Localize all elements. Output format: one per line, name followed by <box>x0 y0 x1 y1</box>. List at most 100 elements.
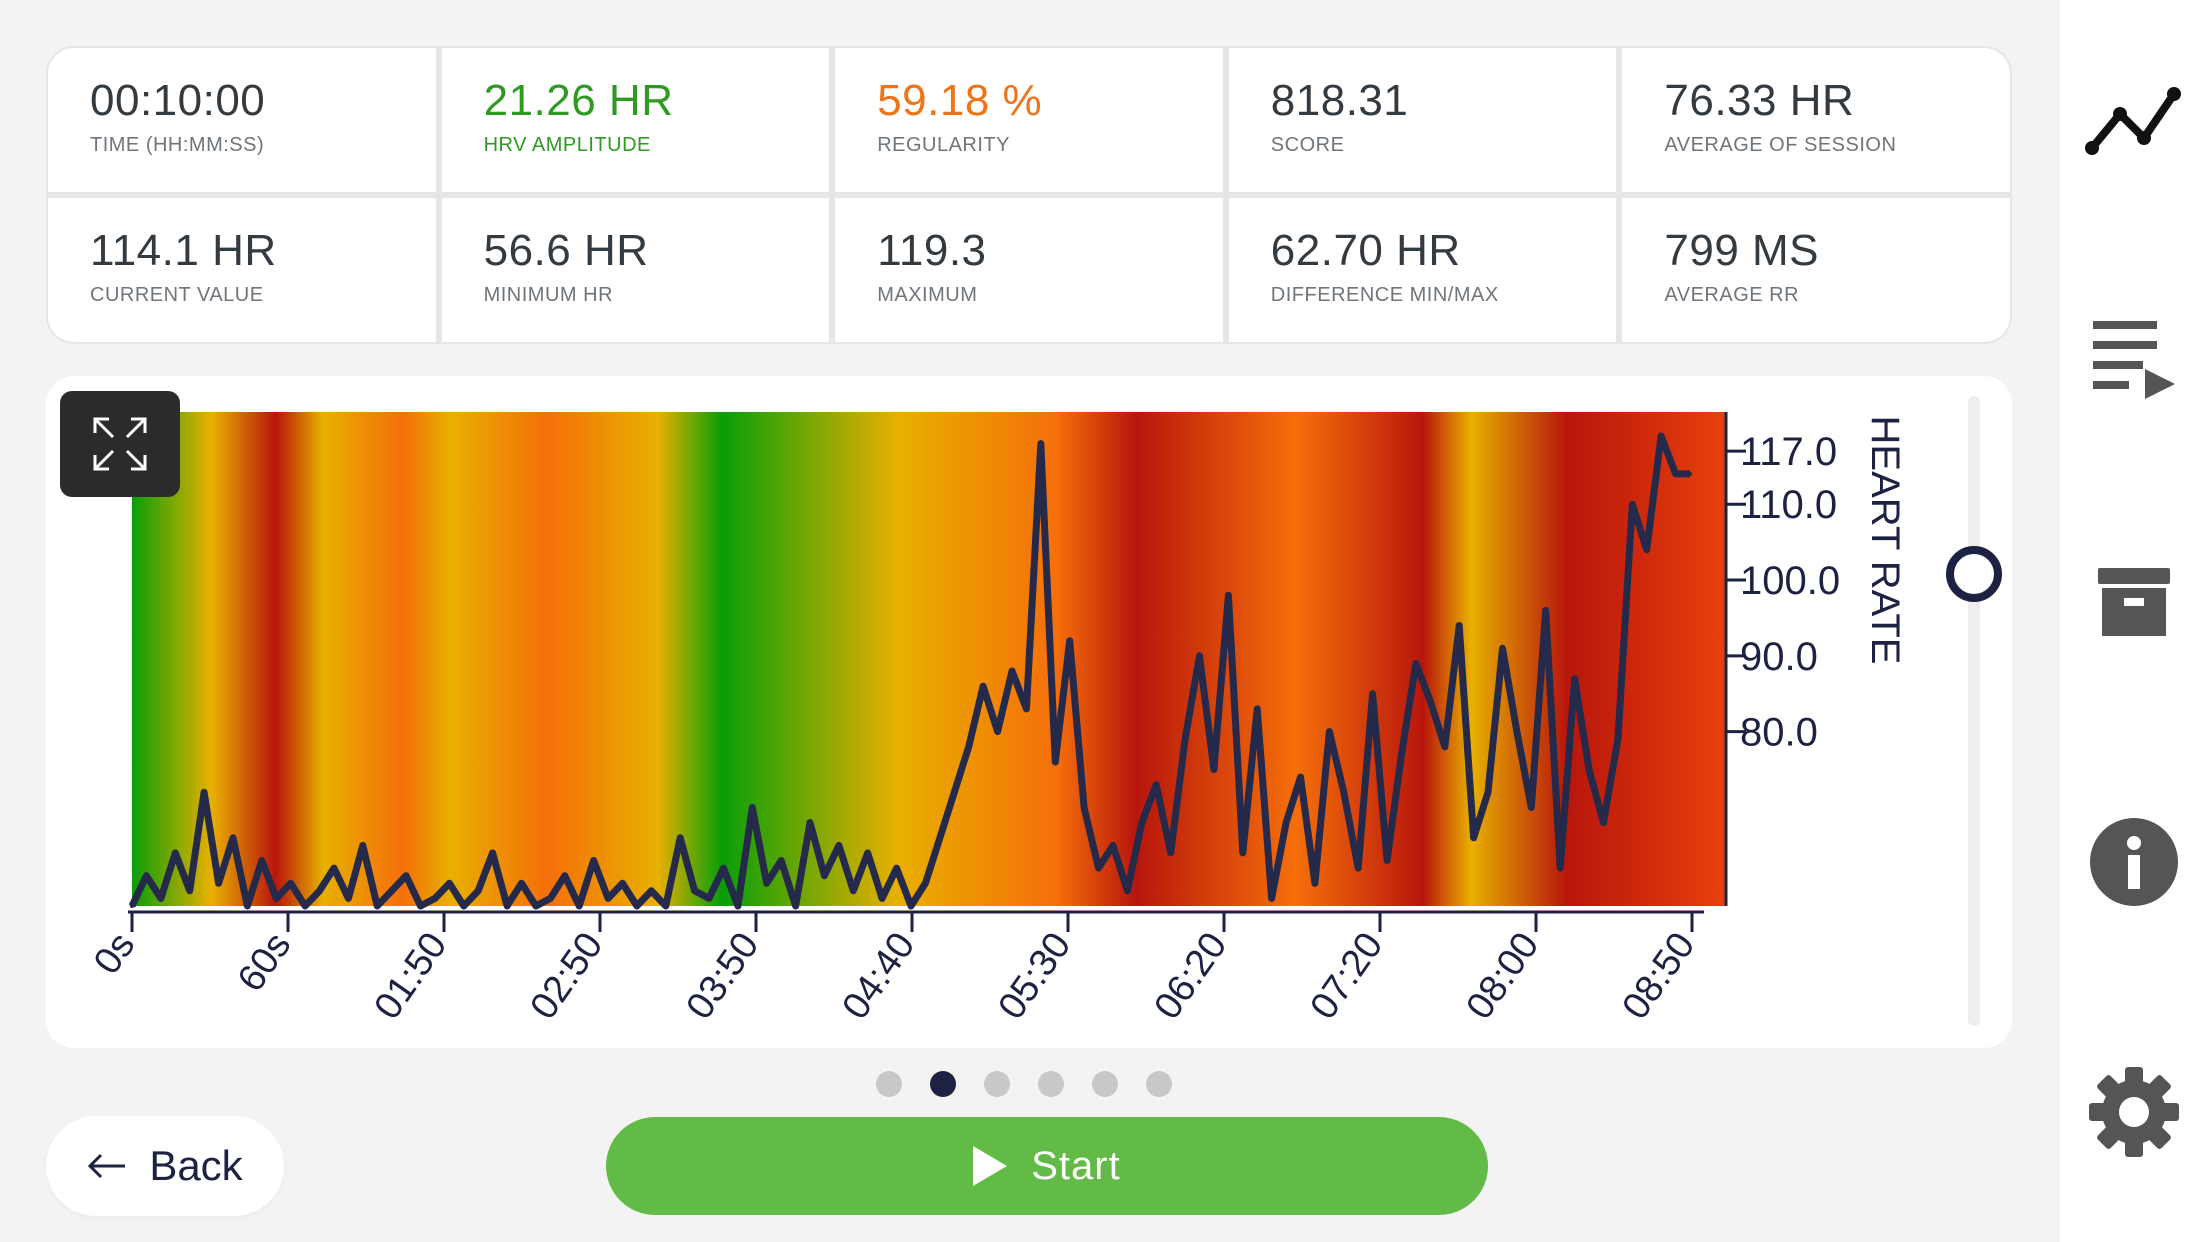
play-icon <box>973 1146 1008 1186</box>
heart-rate-point <box>375 904 380 908</box>
page-dot[interactable] <box>876 1071 902 1097</box>
heart-rate-point <box>1442 744 1447 749</box>
start-button[interactable]: Start <box>606 1117 1488 1215</box>
chart-scroll-track[interactable] <box>1968 396 1980 1026</box>
heart-rate-point <box>548 896 553 901</box>
heart-rate-point <box>952 790 957 795</box>
page-dot-active[interactable] <box>930 1071 956 1097</box>
x-tick-label: 03:50 <box>678 925 767 1027</box>
chart-line-icon <box>2085 87 2181 155</box>
y-axis-label: HEART RATE <box>1863 416 1907 665</box>
heart-rate-point <box>1197 653 1202 658</box>
x-tick-label: 60s <box>230 925 300 999</box>
heart-rate-point <box>1139 820 1144 825</box>
heart-rate-point <box>649 888 654 893</box>
back-button-label: Back <box>149 1142 243 1189</box>
heart-rate-point <box>1226 593 1231 598</box>
heart-rate-point <box>1284 820 1289 825</box>
heart-rate-point <box>1082 805 1087 810</box>
stat-label: CURRENT VALUE <box>90 284 264 306</box>
stat-value: 62.70 HR <box>1270 226 1461 275</box>
stat-minimum-hr: 56.6 HR MINIMUM HR <box>441 198 830 342</box>
stat-regularity: 59.18 % REGULARITY <box>835 48 1223 192</box>
stat-label: DIFFERENCE MIN/MAX <box>1270 284 1499 306</box>
heart-rate-point <box>288 881 293 886</box>
heart-rate-point <box>750 805 755 810</box>
fullscreen-expand-button[interactable] <box>60 391 180 497</box>
page-dot[interactable] <box>984 1071 1010 1097</box>
heart-rate-point <box>822 873 827 878</box>
heart-rate-point <box>144 873 149 878</box>
playlist-icon <box>2093 321 2175 399</box>
y-tick-label: 117.0 <box>1740 430 1837 474</box>
stat-label: MAXIMUM <box>877 284 978 306</box>
heart-rate-point <box>1255 706 1260 711</box>
heart-rate-point <box>447 881 452 886</box>
heart-rate-point <box>1543 608 1548 613</box>
heart-rate-point <box>274 896 279 901</box>
page-dot[interactable] <box>1146 1071 1172 1097</box>
heart-rate-point <box>1486 790 1491 795</box>
page-indicator <box>876 1071 1172 1097</box>
y-tick-label: 100.0 <box>1740 559 1840 603</box>
stat-value: 818.31 <box>1270 76 1409 125</box>
heart-rate-point <box>562 873 567 878</box>
stat-maximum: 119.3 MAXIMUM <box>835 198 1223 342</box>
heart-rate-point <box>836 843 841 848</box>
heart-rate-point <box>432 896 437 901</box>
heart-rate-point <box>966 744 971 749</box>
heart-rate-point <box>216 881 221 886</box>
sidebar-item-playlist[interactable] <box>2084 312 2184 402</box>
stat-value: 21.26 HR <box>483 76 674 125</box>
right-sidebar <box>2060 0 2208 1242</box>
sidebar-item-chart[interactable] <box>2080 70 2188 170</box>
heart-rate-point <box>1110 843 1115 848</box>
heart-rate-point <box>793 904 798 908</box>
heart-rate-point <box>995 729 1000 734</box>
y-tick-label: 80.0 <box>1740 711 1818 755</box>
heart-rate-point <box>187 888 192 893</box>
heart-rate-point <box>1572 676 1577 681</box>
heart-rate-point <box>533 904 538 908</box>
stat-value: 00:10:00 <box>90 76 266 125</box>
heart-rate-point <box>1413 661 1418 666</box>
stat-label: TIME (HH:MM:SS) <box>90 134 265 156</box>
stat-label: SCORE <box>1270 134 1345 156</box>
heart-rate-point <box>1630 502 1635 507</box>
page-dot[interactable] <box>1038 1071 1064 1097</box>
back-button[interactable]: Back <box>46 1116 284 1216</box>
stat-value: 76.33 HR <box>1664 76 1855 125</box>
page-dot[interactable] <box>1092 1071 1118 1097</box>
heart-rate-point <box>418 904 423 908</box>
stat-time: 00:10:00 TIME (HH:MM:SS) <box>48 48 436 192</box>
sidebar-item-archive[interactable] <box>2088 560 2180 644</box>
heart-rate-point <box>1601 820 1606 825</box>
sidebar-item-settings[interactable] <box>2084 1062 2184 1162</box>
heart-rate-point <box>663 904 668 908</box>
heart-rate-point <box>1529 805 1534 810</box>
stat-label: REGULARITY <box>877 134 1010 156</box>
x-tick-label: 06:20 <box>1146 925 1235 1027</box>
main-area: 00:10:00 TIME (HH:MM:SS) 21.26 HR HRV AM… <box>46 46 2012 1216</box>
heart-rate-point <box>909 904 913 908</box>
stat-current-value: 114.1 HR CURRENT VALUE <box>48 198 436 342</box>
heart-rate-point <box>764 881 769 886</box>
heart-rate-point <box>1125 888 1130 893</box>
heart-rate-point <box>779 858 784 863</box>
chart-scroll-handle[interactable] <box>1946 546 2002 602</box>
heart-rate-point <box>346 896 351 901</box>
heart-rate-point <box>692 888 697 893</box>
stat-average-rr: 799 MS AVERAGE RR <box>1622 198 2010 342</box>
heart-rate-point <box>735 904 740 908</box>
heart-rate-point <box>505 904 510 908</box>
stat-label: MINIMUM HR <box>483 284 614 306</box>
heart-rate-point <box>1428 699 1433 704</box>
heart-rate-point <box>230 835 235 840</box>
heart-rate-point <box>1457 623 1462 628</box>
heart-rate-point <box>894 866 899 871</box>
heart-rate-point <box>1327 729 1332 734</box>
sidebar-item-info[interactable] <box>2082 810 2186 914</box>
heart-rate-point <box>577 904 582 908</box>
heart-rate-point <box>1024 706 1029 711</box>
heart-rate-point <box>202 790 207 795</box>
